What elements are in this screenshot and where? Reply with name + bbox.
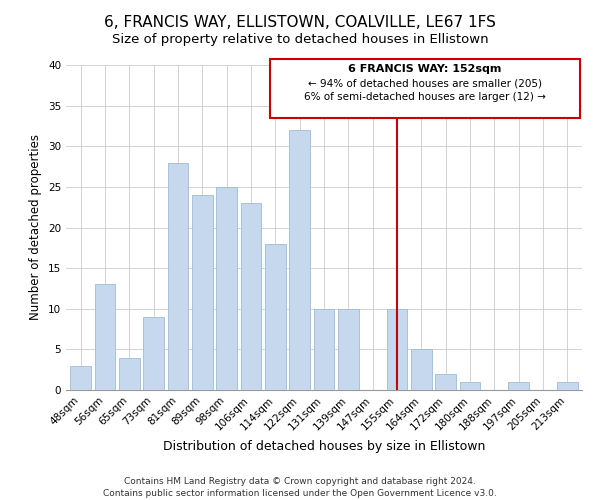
Text: Contains HM Land Registry data © Crown copyright and database right 2024.
Contai: Contains HM Land Registry data © Crown c… [103,476,497,498]
Bar [338,308,359,390]
Bar [265,244,286,390]
Bar [508,382,529,390]
Bar [143,317,164,390]
Bar [95,284,115,390]
FancyBboxPatch shape [271,58,580,118]
Bar [411,350,432,390]
Bar [557,382,578,390]
Text: 6 FRANCIS WAY: 152sqm: 6 FRANCIS WAY: 152sqm [349,64,502,74]
Bar [386,308,407,390]
Bar [70,366,91,390]
Bar [216,187,237,390]
X-axis label: Distribution of detached houses by size in Ellistown: Distribution of detached houses by size … [163,440,485,453]
Text: ← 94% of detached houses are smaller (205): ← 94% of detached houses are smaller (20… [308,79,542,89]
Bar [314,308,334,390]
Text: Size of property relative to detached houses in Ellistown: Size of property relative to detached ho… [112,32,488,46]
Text: 6, FRANCIS WAY, ELLISTOWN, COALVILLE, LE67 1FS: 6, FRANCIS WAY, ELLISTOWN, COALVILLE, LE… [104,15,496,30]
Y-axis label: Number of detached properties: Number of detached properties [29,134,43,320]
Bar [192,195,212,390]
Bar [460,382,481,390]
Bar [241,203,262,390]
Bar [436,374,456,390]
Bar [289,130,310,390]
Bar [119,358,140,390]
Bar [167,162,188,390]
Text: 6% of semi-detached houses are larger (12) →: 6% of semi-detached houses are larger (1… [304,92,546,102]
